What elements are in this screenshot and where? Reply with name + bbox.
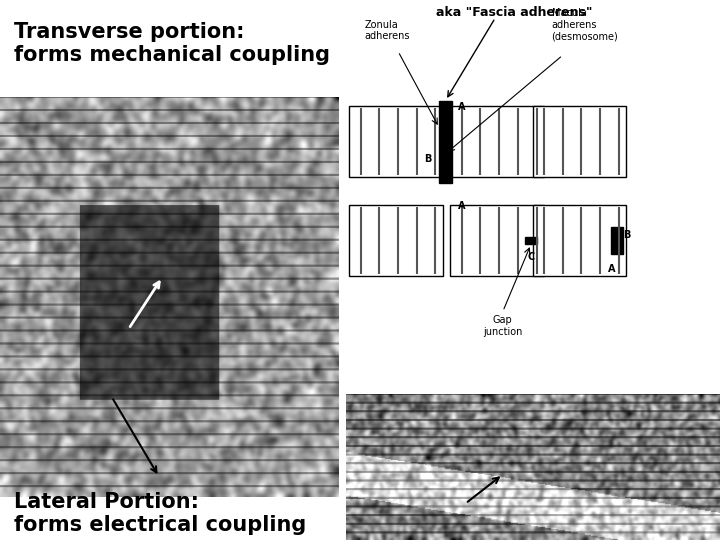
Bar [349,106,443,177]
Text: A: A [458,103,465,112]
Text: A: A [458,201,465,211]
Polygon shape [439,100,452,183]
Text: aka "Fascia adherens": aka "Fascia adherens" [436,6,593,19]
Text: Macula
adherens
(desmosome): Macula adherens (desmosome) [552,8,618,42]
Text: B: B [623,231,630,240]
Bar [533,106,626,177]
Bar [349,205,443,276]
Text: B: B [424,153,431,164]
Text: C: C [527,252,534,262]
Bar [533,205,626,276]
Bar [451,205,544,276]
Text: Transverse portion:
forms mechanical coupling: Transverse portion: forms mechanical cou… [14,22,330,65]
Text: Lateral Portion:
forms electrical coupling: Lateral Portion: forms electrical coupli… [14,491,306,535]
Bar [451,106,544,177]
Polygon shape [611,227,623,254]
Text: Gap
junction: Gap junction [483,315,523,337]
Text: A: A [608,264,615,274]
Text: Zonula
adherens: Zonula adherens [364,20,410,42]
Polygon shape [526,237,536,245]
